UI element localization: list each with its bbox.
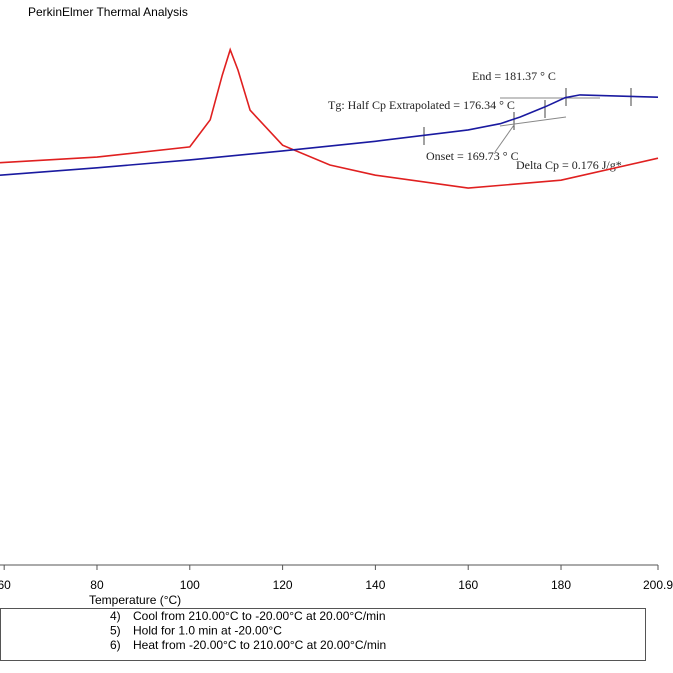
x-tick-label: 60 xyxy=(0,578,11,592)
annotation-baseline xyxy=(499,116,567,127)
step-text: Heat from -20.00°C to 210.00°C at 20.00°… xyxy=(133,638,386,652)
step-number: 5) xyxy=(110,624,121,638)
series-line xyxy=(0,94,659,176)
chart-title: PerkinElmer Thermal Analysis xyxy=(28,5,188,19)
x-tick-label: 160 xyxy=(458,578,478,592)
annotation: Onset = 169.73 ° C xyxy=(426,149,519,163)
step-number: 6) xyxy=(110,638,121,652)
x-tick-label: 120 xyxy=(273,578,293,592)
annotation-leader xyxy=(494,124,515,153)
x-tick-label: 80 xyxy=(90,578,104,592)
x-tick-label: 100 xyxy=(180,578,200,592)
x-axis-label: Temperature (°C) xyxy=(89,593,181,607)
step-text: Hold for 1.0 min at -20.00°C xyxy=(133,624,282,638)
annotation: End = 181.37 ° C xyxy=(472,69,556,83)
series-line xyxy=(0,47,659,189)
x-tick-label: 200.9 xyxy=(643,578,673,592)
step-text: Cool from 210.00°C to -20.00°C at 20.00°… xyxy=(133,609,386,623)
x-tick-label: 180 xyxy=(551,578,571,592)
method-box xyxy=(0,608,646,661)
step-number: 4) xyxy=(110,609,121,623)
annotation: Delta Cp = 0.176 J/g* xyxy=(516,158,622,172)
annotation: Tg: Half Cp Extrapolated = 176.34 ° C xyxy=(328,98,515,112)
x-tick-label: 140 xyxy=(365,578,385,592)
